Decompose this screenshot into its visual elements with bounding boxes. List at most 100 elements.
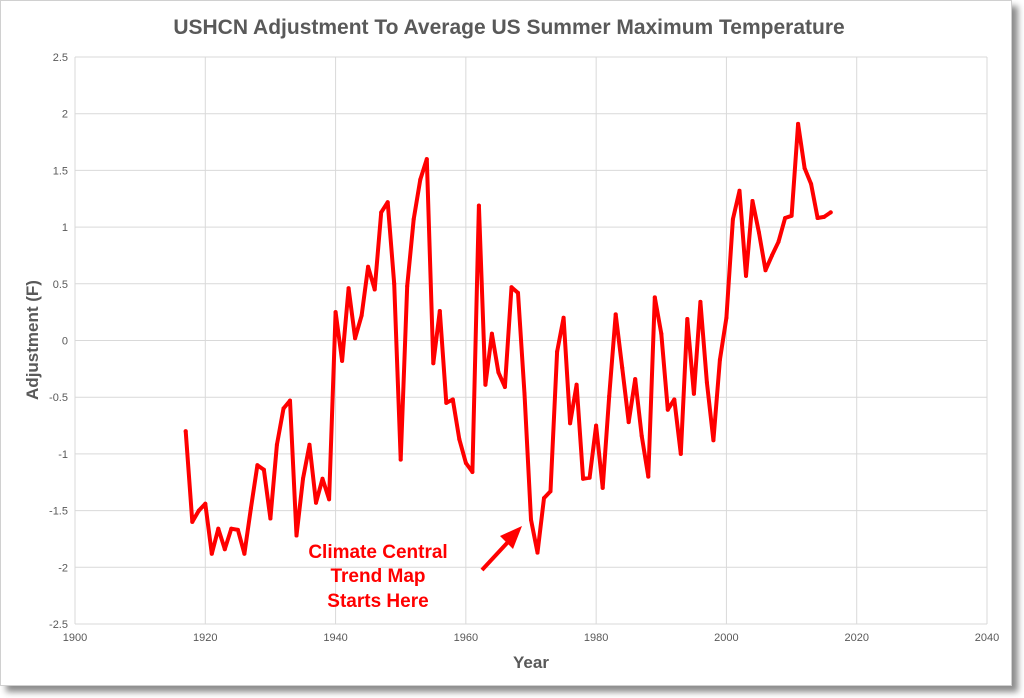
data-point <box>711 438 716 443</box>
x-tick-label: 1960 <box>454 632 478 644</box>
data-point <box>509 285 514 290</box>
data-point <box>183 429 188 434</box>
data-point <box>235 527 240 532</box>
y-tick-label: -2.5 <box>49 619 68 631</box>
data-point <box>366 264 371 269</box>
x-tick-label: 1940 <box>323 632 347 644</box>
x-tick-label: 1900 <box>63 632 87 644</box>
data-point <box>548 489 553 494</box>
y-tick-label: 0.5 <box>53 279 68 291</box>
data-point <box>444 400 449 405</box>
data-point <box>678 451 683 456</box>
data-point <box>783 216 788 220</box>
data-point <box>828 210 833 215</box>
data-point <box>607 394 612 399</box>
data-point <box>327 497 332 502</box>
data-point <box>496 370 501 375</box>
data-point <box>203 501 208 506</box>
x-axis-title: Year <box>513 653 549 672</box>
data-point <box>320 476 325 481</box>
data-point <box>809 182 814 186</box>
data-point <box>248 506 253 511</box>
data-point <box>561 315 566 320</box>
data-point <box>594 423 599 428</box>
y-tick-label: 2 <box>62 109 68 121</box>
y-tick-label: -1 <box>58 449 68 461</box>
data-point <box>359 313 364 318</box>
data-point <box>470 470 475 474</box>
y-tick-label: 2.5 <box>53 52 68 64</box>
data-point <box>405 284 410 289</box>
data-point <box>568 421 573 426</box>
data-point <box>822 214 827 219</box>
data-point <box>665 407 670 412</box>
data-point <box>196 508 201 513</box>
x-tick-label: 2040 <box>975 632 999 644</box>
data-point <box>502 385 507 389</box>
data-point <box>372 287 377 292</box>
y-tick-label: -2 <box>58 562 68 574</box>
x-tick-label: 2020 <box>844 632 868 644</box>
data-point <box>418 177 423 182</box>
data-point <box>659 331 664 336</box>
data-point <box>757 230 761 235</box>
data-point <box>242 551 247 556</box>
data-point <box>294 533 299 538</box>
data-point <box>639 433 644 438</box>
y-axis-ticks: 2.5 2 1.5 1 0.5 0 -0.5 -1 -1.5 -2 -2.5 <box>49 52 68 631</box>
data-point <box>600 485 605 490</box>
data-point <box>587 475 592 480</box>
data-point <box>450 397 455 402</box>
data-point <box>392 281 397 286</box>
data-point <box>476 203 481 208</box>
x-tick-label: 2000 <box>714 632 738 644</box>
data-point <box>626 420 631 425</box>
data-point <box>815 216 820 220</box>
data-point <box>522 391 527 396</box>
y-axis-title: Adjustment (F) <box>23 280 42 400</box>
annotation-arrow-head <box>500 526 522 549</box>
data-point <box>340 358 345 363</box>
series-line <box>183 121 833 556</box>
x-tick-label: 1980 <box>584 632 608 644</box>
data-point <box>581 476 586 481</box>
y-tick-label: -0.5 <box>49 392 68 404</box>
data-point <box>216 526 221 531</box>
data-point <box>353 336 358 341</box>
data-point <box>685 317 690 321</box>
data-point <box>463 461 468 465</box>
data-point <box>802 166 807 171</box>
data-point <box>737 188 742 193</box>
y-tick-label: 0 <box>62 336 68 348</box>
data-point <box>288 398 292 403</box>
data-point <box>555 349 560 354</box>
x-axis-ticks: 1900 1920 1940 1960 1980 2000 2020 2040 <box>63 632 999 644</box>
data-point <box>268 516 273 521</box>
series-line-layer <box>183 121 833 556</box>
data-point <box>633 377 638 382</box>
data-point <box>190 519 195 524</box>
data-point <box>424 157 429 162</box>
data-point <box>261 467 266 472</box>
data-point <box>379 210 384 215</box>
data-point <box>620 365 625 370</box>
y-tick-label: -1.5 <box>49 506 68 518</box>
data-point <box>314 500 318 505</box>
data-point <box>398 457 403 462</box>
y-tick-label: 1.5 <box>53 165 68 177</box>
annotation-arrow-shaft <box>480 540 510 572</box>
data-point <box>724 315 729 320</box>
data-point <box>770 253 774 258</box>
data-point <box>411 217 416 222</box>
data-point <box>646 474 651 479</box>
data-point <box>529 517 533 522</box>
data-point <box>431 361 436 366</box>
data-point <box>613 312 618 317</box>
data-point <box>457 437 462 442</box>
data-point <box>483 382 488 387</box>
data-point <box>346 286 351 291</box>
data-point <box>574 382 579 387</box>
data-point <box>209 551 214 556</box>
data-point <box>516 290 520 295</box>
